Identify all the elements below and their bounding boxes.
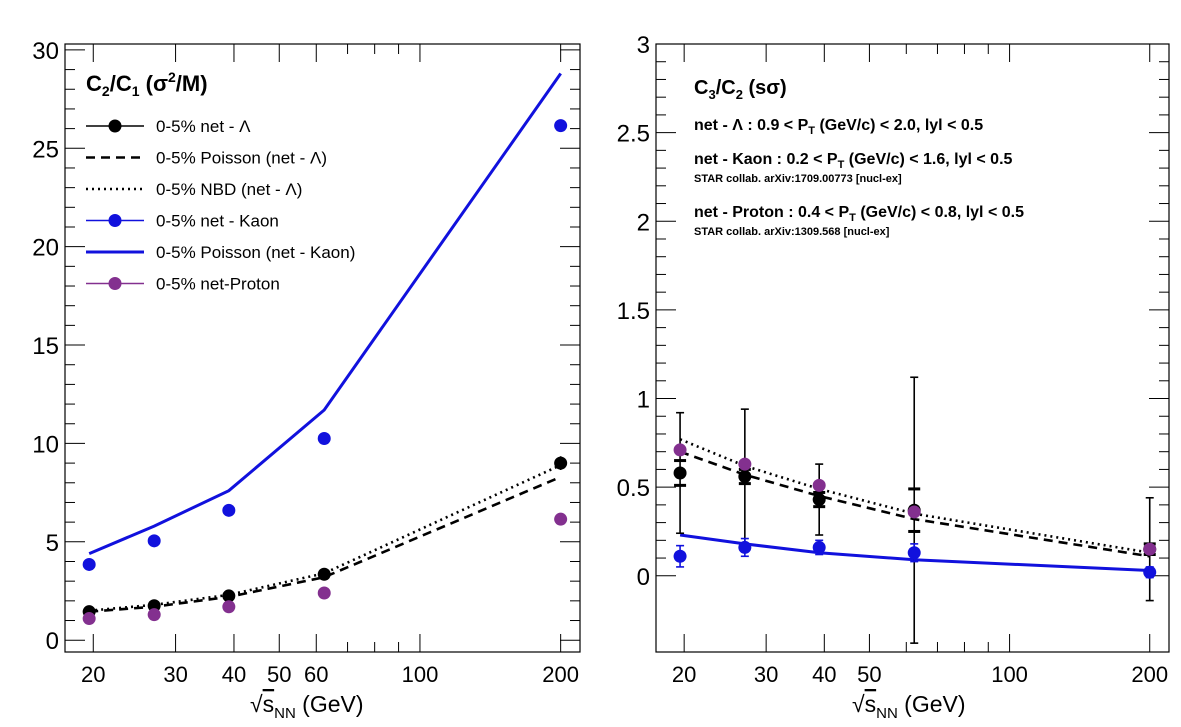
- annotation-net-proton: net - Proton : 0.4 < PT (GeV/c) < 0.8, l…: [694, 204, 1024, 224]
- data-point-0-5-net: [554, 456, 568, 470]
- data-point-0-5-net-kaon: [554, 119, 568, 133]
- annotation-net-lambda: net - Λ : 0.9 < PT (GeV/c) < 2.0, lyl < …: [694, 117, 983, 137]
- x-tick-label: 60: [304, 662, 328, 687]
- left-axis-ticks: 0 5 10 15 20 25 30 20 30 40 50 60 100 200: [32, 38, 580, 687]
- data-point-net-kaon: [738, 540, 752, 554]
- data-point-net: [738, 470, 752, 484]
- data-point-0-5-net-proton: [82, 612, 96, 626]
- left-chart-title: C2/C1 (σ2/M): [86, 69, 208, 99]
- right-series-layer: [673, 376, 1157, 644]
- y-tick-label: 2.5: [617, 121, 650, 148]
- y-tick-label: 5: [46, 530, 59, 557]
- left-plot-frame: [64, 43, 581, 653]
- x-tick-label: 200: [1131, 662, 1168, 687]
- data-point-0-5-net-kaon: [82, 557, 96, 571]
- x-tick-label: 100: [402, 662, 439, 687]
- y-tick-label: 0.5: [617, 475, 650, 502]
- legend-label-0-5-net: 0-5% net - Λ: [156, 117, 251, 136]
- right-annotations: net - Λ : 0.9 < PT (GeV/c) < 2.0, lyl < …: [694, 117, 1024, 238]
- legend-label-0-5-net-kaon: 0-5% net - Kaon: [156, 212, 279, 231]
- legend-label-0-5-nbd-net: 0-5% NBD (net - Λ): [156, 180, 302, 199]
- legend-label-0-5-poisson-net: 0-5% Poisson (net - Λ): [156, 149, 327, 168]
- x-tick-label: 50: [267, 662, 291, 687]
- y-tick-label: 1.5: [617, 298, 650, 325]
- series-line-0-5-poisson-net-kaon: [88, 72, 562, 555]
- left-series-layer: [82, 72, 568, 626]
- legend-swatch-marker-0-5-net: [108, 119, 122, 133]
- series-line-nbd-net: [679, 438, 1150, 554]
- data-point-0-5-net-kaon: [222, 503, 236, 517]
- legend-swatch-marker-0-5-net-proton: [108, 277, 122, 290]
- legend-label-0-5-poisson-net-kaon: 0-5% Poisson (net - Kaon): [156, 243, 355, 262]
- x-tick-label: 20: [81, 662, 105, 687]
- data-point-0-5-net-proton: [554, 512, 568, 526]
- data-point-0-5-net-kaon: [147, 534, 161, 548]
- y-tick-label: 2: [637, 209, 650, 236]
- x-tick-label: 50: [857, 662, 881, 687]
- data-point-net-kaon: [907, 546, 921, 560]
- y-tick-label: 3: [637, 32, 650, 59]
- data-point-net-proton: [673, 443, 687, 457]
- data-point-net: [812, 493, 826, 507]
- data-point-0-5-net-proton: [317, 586, 331, 600]
- x-tick-label: 30: [163, 662, 187, 687]
- data-point-net-proton: [738, 457, 752, 471]
- right-chart-title: C3/C2 (sσ): [694, 77, 787, 102]
- y-tick-label: 0: [637, 564, 650, 591]
- data-point-net-kaon: [1143, 565, 1157, 579]
- left-legend: 0-5% net - Λ 0-5% Poisson (net - Λ) 0-5% N…: [86, 117, 355, 294]
- data-point-0-5-net-proton: [147, 608, 161, 622]
- data-point-0-5-net: [317, 567, 331, 581]
- data-point-net-proton: [907, 505, 921, 519]
- data-point-net-kaon: [673, 549, 687, 563]
- annotation-net-proton-reference: STAR collab. arXiv:1309.568 [nucl-ex]: [694, 226, 890, 238]
- right-plot-frame: [655, 43, 1170, 653]
- y-tick-label: 10: [32, 431, 59, 458]
- y-tick-label: 15: [32, 333, 59, 360]
- series-line-0-5-nbd-net: [89, 463, 562, 612]
- data-point-0-5-net-kaon: [317, 432, 331, 446]
- y-tick-label: 1: [637, 387, 650, 414]
- x-tick-label: 100: [991, 662, 1028, 687]
- y-tick-label: 25: [32, 136, 59, 163]
- left-panel: 0 5 10 15 20 25 30 20 30 40 50 60 100 200 C2/C1 (σ2/M…: [32, 38, 581, 722]
- x-tick-label: 40: [222, 662, 246, 687]
- y-tick-label: 30: [32, 38, 59, 65]
- data-point-net-proton: [812, 478, 826, 492]
- data-point-net-kaon: [812, 540, 826, 554]
- right-axis-ticks: 0 0.5 1 1.5 2 2.5 3 20 30 40 50 100 200: [617, 32, 1169, 687]
- data-point-net-proton: [1143, 542, 1157, 556]
- y-tick-label: 20: [32, 235, 59, 262]
- data-point-net: [673, 466, 687, 480]
- right-x-axis-label: √sNN (GeV): [852, 691, 966, 722]
- annotation-net-kaon: net - Kaon : 0.2 < PT (GeV/c) < 1.6, lyl…: [694, 151, 1013, 171]
- left-x-axis-label: √sNN (GeV): [250, 691, 364, 722]
- legend-label-0-5-net-proton: 0-5% net-Proton: [156, 275, 280, 294]
- x-tick-label: 20: [672, 662, 696, 687]
- data-point-0-5-net-proton: [222, 600, 236, 614]
- x-tick-label: 200: [542, 662, 579, 687]
- annotation-net-kaon-reference: STAR collab. arXiv:1709.00773 [nucl-ex]: [694, 173, 902, 185]
- x-tick-label: 40: [812, 662, 836, 687]
- x-tick-label: 30: [754, 662, 778, 687]
- legend-swatch-marker-0-5-net-kaon: [108, 214, 122, 227]
- data-point-0-5-net: [222, 589, 236, 603]
- right-panel: 0 0.5 1 1.5 2 2.5 3 20 30 40 50 100 200 C3/C2 (sσ) n…: [617, 32, 1170, 722]
- series-line-poisson-net: [679, 450, 1150, 558]
- y-tick-label: 0: [46, 628, 59, 655]
